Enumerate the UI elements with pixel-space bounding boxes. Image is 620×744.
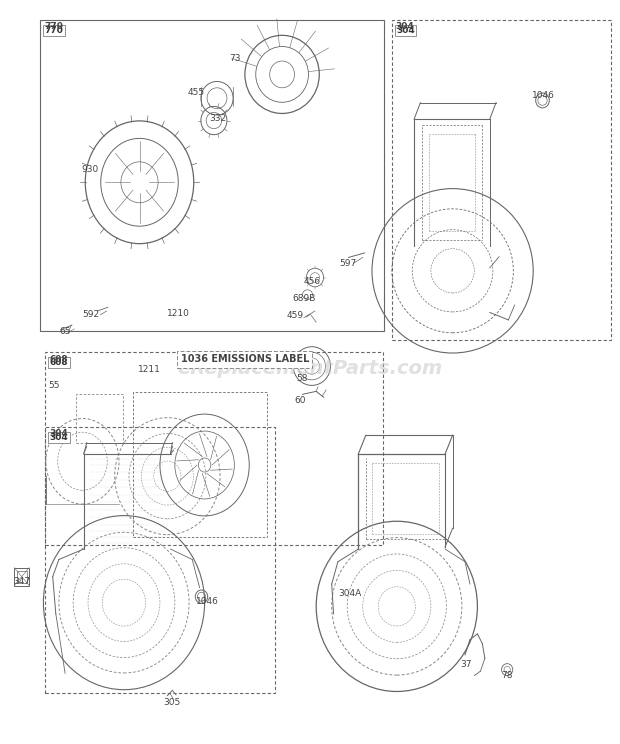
Bar bbox=[392, 20, 611, 340]
Bar bbox=[133, 392, 267, 537]
Text: 73: 73 bbox=[229, 54, 241, 62]
Text: 1046: 1046 bbox=[196, 597, 219, 606]
Text: 1211: 1211 bbox=[138, 365, 161, 373]
Text: 455: 455 bbox=[188, 88, 205, 97]
Text: 60: 60 bbox=[294, 396, 306, 405]
Text: 608: 608 bbox=[50, 355, 68, 364]
Text: 304: 304 bbox=[396, 26, 415, 35]
Text: 930: 930 bbox=[82, 165, 99, 174]
Bar bbox=[45, 352, 383, 545]
Text: 65: 65 bbox=[59, 327, 71, 336]
Text: 592: 592 bbox=[82, 310, 99, 319]
Text: 304A: 304A bbox=[338, 589, 361, 598]
Text: 608: 608 bbox=[50, 358, 68, 367]
Text: 332: 332 bbox=[210, 114, 227, 123]
Bar bbox=[40, 20, 384, 331]
Text: 597: 597 bbox=[340, 259, 357, 268]
Text: 1036 EMISSIONS LABEL: 1036 EMISSIONS LABEL bbox=[180, 354, 309, 365]
Bar bbox=[17, 571, 27, 583]
Text: 1046: 1046 bbox=[532, 91, 555, 100]
Text: 347: 347 bbox=[14, 577, 31, 586]
Text: 55: 55 bbox=[48, 381, 60, 390]
Text: 1210: 1210 bbox=[167, 309, 190, 318]
Bar bbox=[76, 394, 123, 443]
Text: 304: 304 bbox=[396, 22, 414, 31]
Bar bbox=[14, 568, 29, 586]
Text: eReplacementParts.com: eReplacementParts.com bbox=[177, 359, 443, 378]
Text: 689B: 689B bbox=[293, 294, 316, 303]
Text: 37: 37 bbox=[461, 660, 472, 669]
Text: 770: 770 bbox=[45, 26, 63, 35]
Text: 304: 304 bbox=[50, 433, 68, 442]
Bar bbox=[45, 427, 275, 693]
Text: 770: 770 bbox=[45, 22, 63, 31]
Text: 456: 456 bbox=[304, 277, 321, 286]
Text: 305: 305 bbox=[163, 698, 180, 707]
Text: 304: 304 bbox=[50, 429, 68, 438]
Text: 459: 459 bbox=[286, 311, 304, 320]
Text: 58: 58 bbox=[296, 374, 308, 383]
Text: 78: 78 bbox=[501, 671, 513, 680]
